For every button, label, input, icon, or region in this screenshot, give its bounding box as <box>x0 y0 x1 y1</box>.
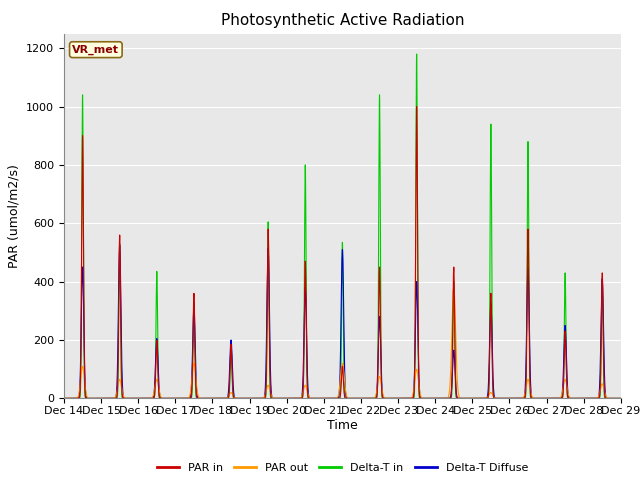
PAR out <box>617 396 625 401</box>
Delta-T Diffuse <box>127 396 134 401</box>
Delta-T in <box>126 396 134 401</box>
Delta-T Diffuse <box>445 396 452 401</box>
Delta-T Diffuse <box>490 393 498 398</box>
Text: VR_met: VR_met <box>72 45 119 55</box>
PAR in <box>127 396 135 401</box>
Delta-T in <box>233 396 241 401</box>
Line: PAR out: PAR out <box>64 288 621 398</box>
PAR out <box>127 396 135 401</box>
Title: Photosynthetic Active Radiation: Photosynthetic Active Radiation <box>221 13 464 28</box>
PAR out <box>95 396 103 401</box>
Delta-T in <box>95 396 103 401</box>
Delta-T in <box>490 396 498 401</box>
Delta-T in <box>413 51 420 57</box>
X-axis label: Time: Time <box>327 419 358 432</box>
Delta-T in <box>60 396 68 401</box>
Delta-T Diffuse <box>617 396 625 401</box>
Line: Delta-T Diffuse: Delta-T Diffuse <box>64 245 621 398</box>
PAR out <box>450 285 458 290</box>
PAR in <box>60 396 68 401</box>
PAR out <box>233 396 241 401</box>
Line: Delta-T in: Delta-T in <box>64 54 621 398</box>
Y-axis label: PAR (umol/m2/s): PAR (umol/m2/s) <box>8 164 20 268</box>
PAR out <box>126 396 134 401</box>
PAR out <box>490 394 498 400</box>
PAR in <box>233 396 241 401</box>
Delta-T Diffuse <box>95 396 103 401</box>
PAR out <box>445 393 452 399</box>
Delta-T Diffuse <box>127 396 135 401</box>
PAR in <box>95 396 103 401</box>
Delta-T Diffuse <box>116 242 124 248</box>
PAR out <box>60 396 68 401</box>
Delta-T Diffuse <box>60 396 68 401</box>
PAR in <box>413 104 420 109</box>
PAR in <box>126 396 134 401</box>
Delta-T in <box>127 396 135 401</box>
Legend: PAR in, PAR out, Delta-T in, Delta-T Diffuse: PAR in, PAR out, Delta-T in, Delta-T Dif… <box>152 459 532 478</box>
Line: PAR in: PAR in <box>64 107 621 398</box>
PAR in <box>617 396 625 401</box>
Delta-T in <box>617 396 625 401</box>
PAR in <box>445 396 452 401</box>
PAR in <box>490 396 498 401</box>
Delta-T Diffuse <box>234 396 241 401</box>
Delta-T in <box>445 396 452 401</box>
